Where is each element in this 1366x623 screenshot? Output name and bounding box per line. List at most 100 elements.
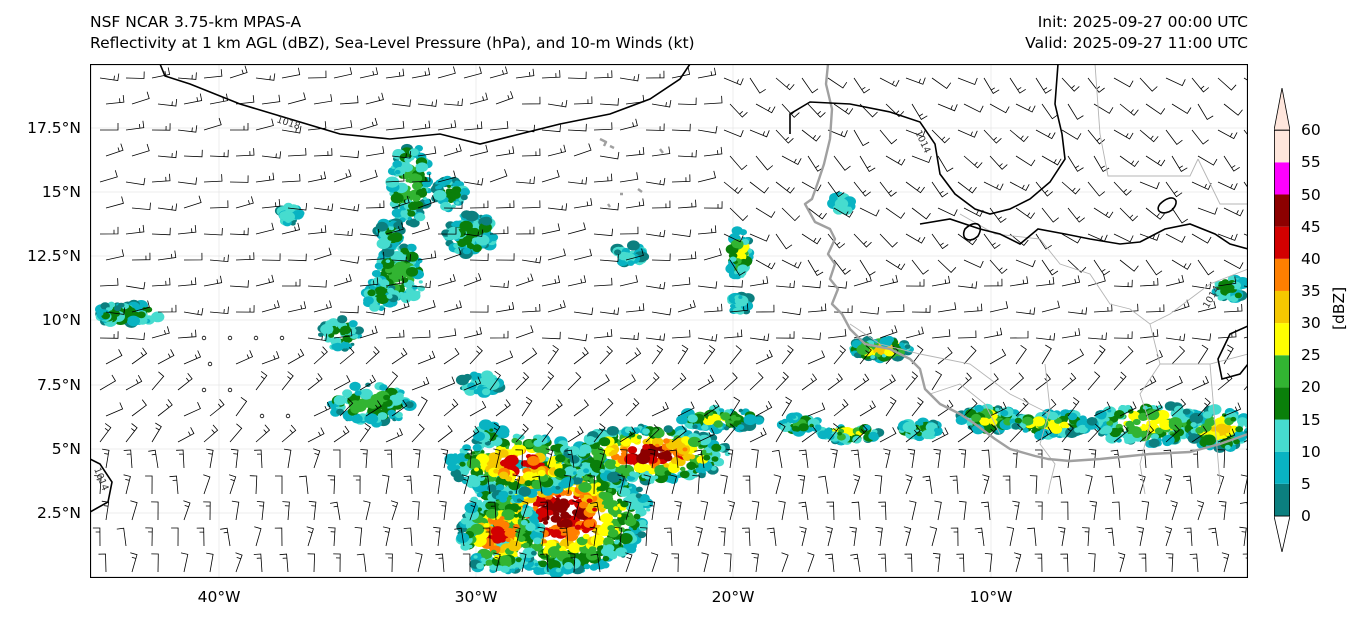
echo-cell <box>738 295 743 299</box>
echo-cell <box>615 463 620 467</box>
echo-cell <box>349 381 361 391</box>
colorbar-tick-label: 50 <box>1301 185 1321 204</box>
echo-cell <box>1235 426 1244 433</box>
echo-cell <box>452 182 457 187</box>
echo-cell <box>536 496 547 505</box>
colorbar-segment <box>1274 483 1290 516</box>
echo-cell <box>971 424 985 435</box>
echo-cell <box>453 473 465 483</box>
echo-cell <box>739 229 747 236</box>
echo-cell <box>663 438 670 444</box>
echo-cell <box>392 160 403 169</box>
colorbar-tick-label: 0 <box>1301 507 1311 525</box>
echo-cell <box>495 546 501 550</box>
echo-cell <box>377 412 388 420</box>
echo-cell <box>620 500 629 508</box>
echo-cell <box>837 431 842 436</box>
title-right: Init: 2025-09-27 00:00 UTC Valid: 2025-0… <box>1025 12 1248 54</box>
echo-cell <box>500 459 509 467</box>
echo-cell <box>137 311 146 319</box>
echo-cell <box>567 446 580 456</box>
echo-cell <box>1182 408 1191 415</box>
echo-cell <box>451 204 456 209</box>
echo-cell <box>919 422 924 426</box>
echo-cell <box>899 342 905 348</box>
echo-cell <box>607 529 619 538</box>
echo-cell <box>589 478 595 482</box>
colorbar-tick-label: 30 <box>1301 314 1321 333</box>
echo-cell <box>409 148 419 157</box>
echo-cell <box>598 437 611 447</box>
echo-cell <box>393 221 402 229</box>
echo-cell <box>737 424 745 430</box>
echo-cell <box>504 529 514 538</box>
echo-cell <box>1215 423 1228 434</box>
echo-cell <box>532 513 539 519</box>
echo-cell <box>711 456 719 462</box>
echo-cell <box>451 222 457 227</box>
echo-cell <box>1110 430 1118 436</box>
echo-cell <box>620 437 632 447</box>
echo-cell <box>636 453 651 465</box>
echo-cell <box>285 218 292 224</box>
echo-cell <box>607 488 613 492</box>
echo-cell <box>563 562 574 570</box>
echo-cell <box>574 477 582 484</box>
echo-cell <box>582 533 590 540</box>
echo-cell <box>447 184 451 188</box>
echo-cell <box>531 550 537 556</box>
echo-cell <box>711 443 722 452</box>
echo-cell <box>469 478 481 488</box>
echo-cell <box>415 166 424 173</box>
lat-label-5: 5°N <box>51 440 81 458</box>
echo-cell <box>331 343 340 350</box>
echo-cell <box>1230 416 1237 422</box>
echo-cell <box>633 462 648 473</box>
colorbar-tick-label: 35 <box>1301 282 1321 300</box>
echo-cell <box>485 559 494 566</box>
echo-cell <box>642 428 650 435</box>
lon-label-30w: 30°W <box>454 588 498 606</box>
echo-cell <box>664 470 672 476</box>
echo-cell <box>603 537 614 547</box>
echo-cell <box>499 516 505 521</box>
echo-cell <box>617 465 628 473</box>
echo-cell <box>389 226 395 231</box>
echo-cell <box>526 567 532 571</box>
echo-cell <box>698 472 706 479</box>
echo-cell <box>600 513 613 524</box>
echo-cell <box>414 212 426 222</box>
colorbar-segment <box>1274 323 1290 356</box>
echo-cell <box>462 247 471 255</box>
echo-cell <box>463 373 472 381</box>
echo-cell <box>555 485 561 490</box>
echo-cell <box>663 425 673 433</box>
echo-cell <box>408 218 420 228</box>
echo-cell <box>614 540 619 545</box>
echo-cell <box>381 246 395 258</box>
echo-cell <box>589 459 603 471</box>
echo-cell <box>518 486 532 497</box>
echo-cell <box>475 234 490 246</box>
echo-cell <box>569 455 580 464</box>
echo-cell <box>563 468 574 477</box>
echo-cell <box>371 270 381 278</box>
echo-cell <box>126 315 140 327</box>
init-time: Init: 2025-09-27 00:00 UTC <box>1037 13 1248 31</box>
colorbar-segment <box>1274 355 1290 388</box>
echo-cell <box>474 467 479 472</box>
echo-cell <box>524 480 533 487</box>
echo-cell <box>496 565 504 571</box>
echo-cell <box>522 471 536 482</box>
echo-cell <box>703 454 711 461</box>
echo-cell <box>524 441 530 446</box>
echo-cell <box>934 427 940 433</box>
echo-cell <box>1000 409 1009 417</box>
echo-cell <box>410 173 420 181</box>
echo-cell <box>602 555 610 562</box>
echo-cell <box>1195 427 1204 434</box>
echo-cell <box>648 468 657 475</box>
echo-cell <box>499 471 509 480</box>
echo-cell <box>692 424 698 429</box>
echo-cell <box>426 171 432 176</box>
